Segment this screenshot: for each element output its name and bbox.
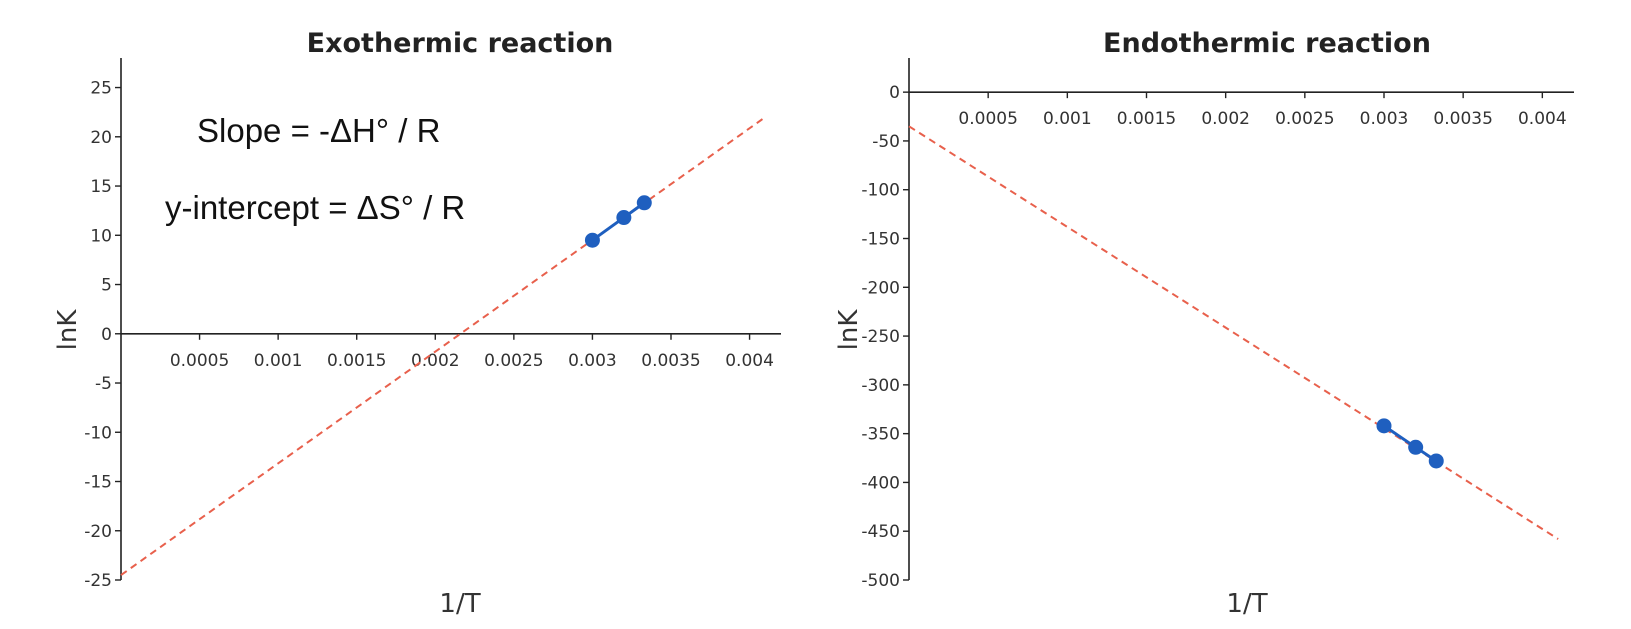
tick-layer: -25 -20 -15 -10 -5 0 5 10 15 20 25 0.0005 0.001 0.001…	[84, 58, 781, 591]
y-axis-label: lnK	[834, 309, 864, 351]
x-tick-label: 0.0035	[1433, 109, 1492, 129]
y-tick-label: 10	[90, 226, 112, 246]
y-tick-label: 20	[90, 128, 112, 148]
y-tick-label: -250	[861, 327, 900, 347]
tick-layer: 0 -50 -100 -150 -200 -250 -300 -350 -400 -450 -500…	[861, 58, 1574, 591]
y-tick-label: -300	[861, 376, 900, 396]
x-tick-label: 0.003	[568, 351, 617, 371]
y-tick-label: -20	[84, 522, 112, 542]
plot-layer	[908, 125, 1559, 540]
x-tick-label: 0.004	[1518, 109, 1567, 129]
endothermic-chart: Endothermic reaction 1/T lnK 0 -50 -100 -15…	[834, 28, 1574, 619]
x-tick-label: 0.002	[411, 351, 460, 371]
y-axis-label: lnK	[53, 309, 83, 351]
y-tick-label: 0	[101, 325, 112, 345]
y-tick-label: 15	[90, 177, 112, 197]
data-point	[1408, 439, 1424, 455]
y-tick-label: -200	[861, 278, 900, 298]
x-tick-label: 0.004	[725, 351, 774, 371]
y-tick-label: -150	[861, 230, 900, 250]
y-tick-label: -50	[872, 132, 900, 152]
x-axis-label: 1/T	[1226, 589, 1267, 619]
y-tick-label: -5	[95, 374, 112, 394]
x-tick-label: 0.0005	[170, 351, 229, 371]
x-tick-label: 0.003	[1360, 109, 1409, 129]
y-tick-label: -450	[861, 522, 900, 542]
chart-title: Endothermic reaction	[1103, 28, 1431, 59]
y-tick-label: -500	[861, 571, 900, 591]
data-point	[616, 210, 632, 226]
fit-line	[120, 116, 766, 576]
y-tick-label: -400	[861, 473, 900, 493]
x-tick-label: 0.0015	[327, 351, 386, 371]
data-point	[636, 195, 652, 211]
x-axis-label: 1/T	[439, 589, 480, 619]
fit-line	[908, 125, 1559, 540]
x-tick-label: 0.002	[1201, 109, 1250, 129]
x-tick-label: 0.001	[1043, 109, 1092, 129]
y-tick-label: -100	[861, 181, 900, 201]
data-point	[584, 232, 600, 248]
y-tick-label: 25	[90, 79, 112, 99]
plot-layer	[120, 116, 766, 576]
exothermic-chart: Exothermic reaction 1/T lnK Slope = -ΔH°…	[53, 28, 781, 619]
chart-title: Exothermic reaction	[307, 28, 614, 59]
x-tick-label: 0.0015	[1117, 109, 1176, 129]
y-tick-label: -15	[84, 473, 112, 493]
y-tick-label: 0	[889, 83, 900, 103]
slope-annotation: Slope = -ΔH° / R	[197, 112, 440, 149]
y-tick-label: -350	[861, 425, 900, 445]
y-tick-label: 5	[101, 276, 112, 296]
y-tick-label: -10	[84, 423, 112, 443]
x-tick-label: 0.0005	[958, 109, 1017, 129]
x-tick-label: 0.0025	[1275, 109, 1334, 129]
data-point	[1428, 453, 1444, 469]
data-point	[1376, 418, 1392, 434]
intercept-annotation: y-intercept = ΔS° / R	[165, 189, 465, 226]
x-tick-label: 0.001	[254, 351, 303, 371]
y-tick-label: -25	[84, 571, 112, 591]
x-tick-label: 0.0035	[641, 351, 700, 371]
x-tick-label: 0.0025	[484, 351, 543, 371]
